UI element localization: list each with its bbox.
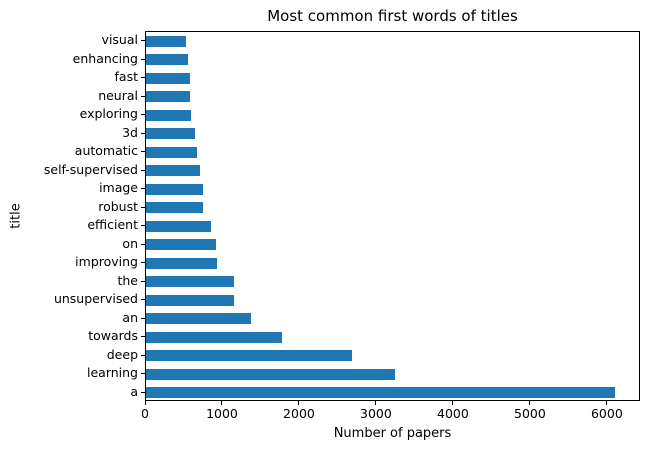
x-tick-label-0: 0 [141,406,149,421]
bar-automatic [146,146,197,158]
y-tick-label-neural: neural [98,87,138,103]
y-tick-mark [141,58,145,60]
y-tick-label-enhancing: enhancing [72,50,138,66]
y-tick-label-efficient: efficient [87,217,138,233]
y-tick-mark [141,225,145,227]
y-tick-label-self-supervised: self-supervised [43,161,138,177]
y-tick-label-a: a [130,383,138,399]
x-tick-mark [452,401,454,405]
bar-efficient [146,220,211,232]
y-tick-mark [141,391,145,393]
y-axis-label: title [8,203,24,229]
y-tick-mark [141,188,145,190]
x-tick-mark [606,401,608,405]
y-tick-mark [141,77,145,79]
y-tick-label-robust: robust [98,198,138,214]
y-tick-label-on: on [122,235,138,251]
y-tick-label-improving: improving [75,254,138,270]
y-tick-mark [141,317,145,319]
y-tick-label-an: an [122,309,138,325]
y-tick-label-exploring: exploring [79,106,138,122]
bar-deep [146,350,353,362]
y-tick-label-unsupervised: unsupervised [53,291,138,307]
bar-3d [146,128,196,140]
x-tick-label-6000: 6000 [590,406,623,421]
y-tick-label-the: the [117,272,138,288]
plot-area [145,31,640,401]
y-tick-label-image: image [99,180,138,196]
chart-title: Most common first words of titles [267,7,518,25]
y-tick-label-automatic: automatic [74,143,138,159]
x-tick-label-5000: 5000 [514,406,546,421]
bar-exploring [146,109,191,121]
y-tick-mark [141,40,145,42]
x-tick-mark [144,401,146,405]
y-tick-mark [141,206,145,208]
y-tick-mark [141,151,145,153]
x-tick-mark [221,401,223,405]
y-tick-mark [141,280,145,282]
y-tick-mark [141,299,145,301]
bar-a [146,387,616,399]
y-tick-mark [141,354,145,356]
bar-image [146,183,203,195]
y-tick-mark [141,262,145,264]
x-axis-label: Number of papers [333,426,452,441]
x-tick-mark [529,401,531,405]
y-tick-label-learning: learning [87,365,138,381]
bar-an [146,313,251,325]
y-tick-label-fast: fast [114,69,138,85]
bar-on [146,239,216,251]
y-tick-mark [141,336,145,338]
bar-visual [146,35,186,47]
x-tick-label-3000: 3000 [360,406,392,421]
y-tick-label-3d: 3d [122,124,138,140]
x-tick-mark [298,401,300,405]
bar-learning [146,368,396,380]
y-tick-label-deep: deep [106,346,138,362]
x-tick-mark [375,401,377,405]
bar-neural [146,91,191,103]
y-tick-mark [141,169,145,171]
x-tick-label-2000: 2000 [283,406,315,421]
bar-robust [146,202,203,214]
x-tick-label-1000: 1000 [206,406,238,421]
y-tick-mark [141,373,145,375]
bar-unsupervised [146,294,235,306]
y-tick-mark [141,114,145,116]
bar-improving [146,257,217,269]
x-tick-label-4000: 4000 [437,406,469,421]
bar-fast [146,72,190,84]
bar-the [146,276,234,288]
y-tick-mark [141,95,145,97]
bar-enhancing [146,54,188,66]
y-tick-label-visual: visual [101,32,138,48]
y-tick-label-towards: towards [88,328,138,344]
bar-towards [146,331,283,343]
bar-self-supervised [146,165,201,177]
y-tick-mark [141,243,145,245]
y-tick-mark [141,132,145,134]
